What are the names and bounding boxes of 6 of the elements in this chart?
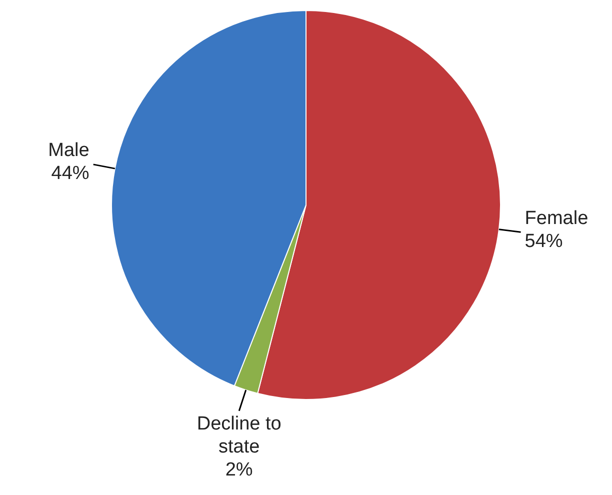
slice-label: Male (48, 140, 90, 162)
data-label: 54% (524, 230, 563, 252)
slice-label: Female (524, 208, 588, 229)
data-label: 2% (225, 460, 253, 481)
data-label: 44% (51, 163, 90, 184)
slice-label: Decline to state (196, 414, 282, 458)
